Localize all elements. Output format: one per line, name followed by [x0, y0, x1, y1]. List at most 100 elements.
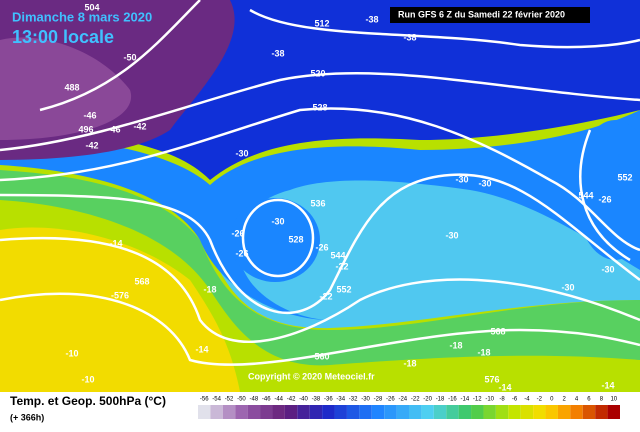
- scale-label: -14: [461, 397, 470, 403]
- scale-swatch: [471, 405, 484, 419]
- scale-swatch: [533, 405, 546, 419]
- scale-swatch: [198, 405, 211, 419]
- scale-swatch: [607, 405, 620, 419]
- lead-time: (+ 366h): [10, 412, 44, 422]
- scale-label: -4: [524, 397, 530, 403]
- contour-label: -38: [365, 14, 378, 24]
- contour-label: -18: [449, 340, 462, 350]
- scale-label: -52: [225, 397, 234, 403]
- scale-swatch: [446, 405, 459, 419]
- contour-label: -38: [403, 32, 416, 42]
- scale-label: 0: [550, 397, 554, 403]
- contour-label: -18: [477, 347, 490, 357]
- scale-label: -32: [349, 397, 358, 403]
- scale-swatch: [582, 405, 596, 419]
- scale-label: -12: [473, 397, 482, 403]
- scale-swatch: [396, 405, 409, 419]
- scale-swatch: [384, 405, 397, 419]
- contour-label: -26: [315, 242, 328, 252]
- contour: [39, 0, 201, 112]
- scale-label: -40: [299, 397, 308, 403]
- scale-label: -26: [386, 397, 395, 403]
- scale-swatch: [260, 405, 273, 419]
- copyright: Copyright © 2020 Meteociel.fr: [248, 371, 375, 381]
- scale-label: -8: [499, 397, 505, 403]
- scale-label: -54: [212, 397, 221, 403]
- scale-label: -50: [237, 397, 246, 403]
- scale-swatch: [570, 405, 583, 419]
- scale-label: 2: [562, 397, 566, 403]
- scale-swatch: [359, 405, 372, 419]
- scale-label: -10: [485, 397, 494, 403]
- scale-swatch: [210, 405, 223, 419]
- scale-swatch: [284, 405, 298, 419]
- east-low: [575, 120, 640, 260]
- contour-label: 544: [578, 190, 593, 200]
- contour-label: 536: [310, 198, 325, 208]
- contour-label: -26: [231, 228, 244, 238]
- contour-label: 504: [84, 2, 99, 12]
- contour: [0, 72, 640, 152]
- contour-label: -10: [65, 348, 78, 358]
- contour-label: -10: [81, 374, 94, 384]
- scale-swatch: [595, 405, 608, 419]
- contour-label: 552: [336, 284, 351, 294]
- scale-label: -46: [262, 397, 271, 403]
- scale-label: -16: [448, 397, 457, 403]
- scale-swatch: [346, 405, 360, 419]
- contour-label: -26: [598, 194, 611, 204]
- scale-label: 8: [600, 397, 604, 403]
- contour-label: 528: [312, 102, 327, 112]
- scale-swatch: [557, 405, 571, 419]
- contour-label: 520: [310, 68, 325, 78]
- scale-swatch: [520, 405, 534, 419]
- contour-label: -46: [83, 110, 96, 120]
- scale-swatch: [272, 405, 285, 419]
- contour: [241, 198, 315, 278]
- contour-label: 560: [314, 351, 329, 361]
- scale-label: -6: [512, 397, 518, 403]
- scale-label: -2: [537, 397, 543, 403]
- scale-label: -22: [411, 397, 420, 403]
- scale-swatch: [247, 405, 261, 419]
- contour-label: -22: [319, 291, 332, 301]
- scale-swatch: [222, 405, 236, 419]
- footer-label: Temp. et Geop. 500hPa (°C): [10, 394, 166, 408]
- time-title: 13:00 locale: [12, 27, 114, 47]
- blue-area: [0, 110, 640, 320]
- scale-swatch: [334, 405, 347, 419]
- contour-label: -42: [133, 121, 146, 131]
- contour-label: 488: [64, 82, 79, 92]
- contour-label: -30: [235, 148, 248, 158]
- contour-label: -42: [85, 140, 98, 150]
- contour-label: -30: [455, 174, 468, 184]
- green-band: [0, 170, 640, 366]
- scale-swatch: [433, 405, 447, 419]
- scale-label: -18: [436, 397, 445, 403]
- contour-label: 568: [134, 276, 149, 286]
- scale-swatch: [371, 405, 385, 419]
- contour-label: 552: [617, 172, 632, 182]
- contour: [579, 129, 631, 262]
- scale-label: -56: [200, 397, 209, 403]
- contours: [0, 0, 640, 366]
- scale-label: -34: [336, 397, 345, 403]
- scale-swatch: [235, 405, 248, 419]
- contour-label: -50: [123, 52, 136, 62]
- run-box: [390, 7, 590, 23]
- contour-label: 576: [484, 374, 499, 384]
- contour-label: -38: [271, 48, 284, 58]
- scale-swatch: [545, 405, 558, 419]
- scale-label: -42: [287, 397, 296, 403]
- run-info: Run GFS 6 Z du Samedi 22 février 2020: [398, 9, 565, 19]
- contour: [0, 292, 640, 366]
- contour-label: -14: [195, 344, 208, 354]
- contour-label: -14: [498, 382, 511, 392]
- scale-swatch: [421, 405, 434, 419]
- scale-label: -38: [312, 397, 321, 403]
- contour-label: 568: [490, 326, 505, 336]
- scale-label: -44: [274, 397, 283, 403]
- contour-label: -18: [403, 358, 416, 368]
